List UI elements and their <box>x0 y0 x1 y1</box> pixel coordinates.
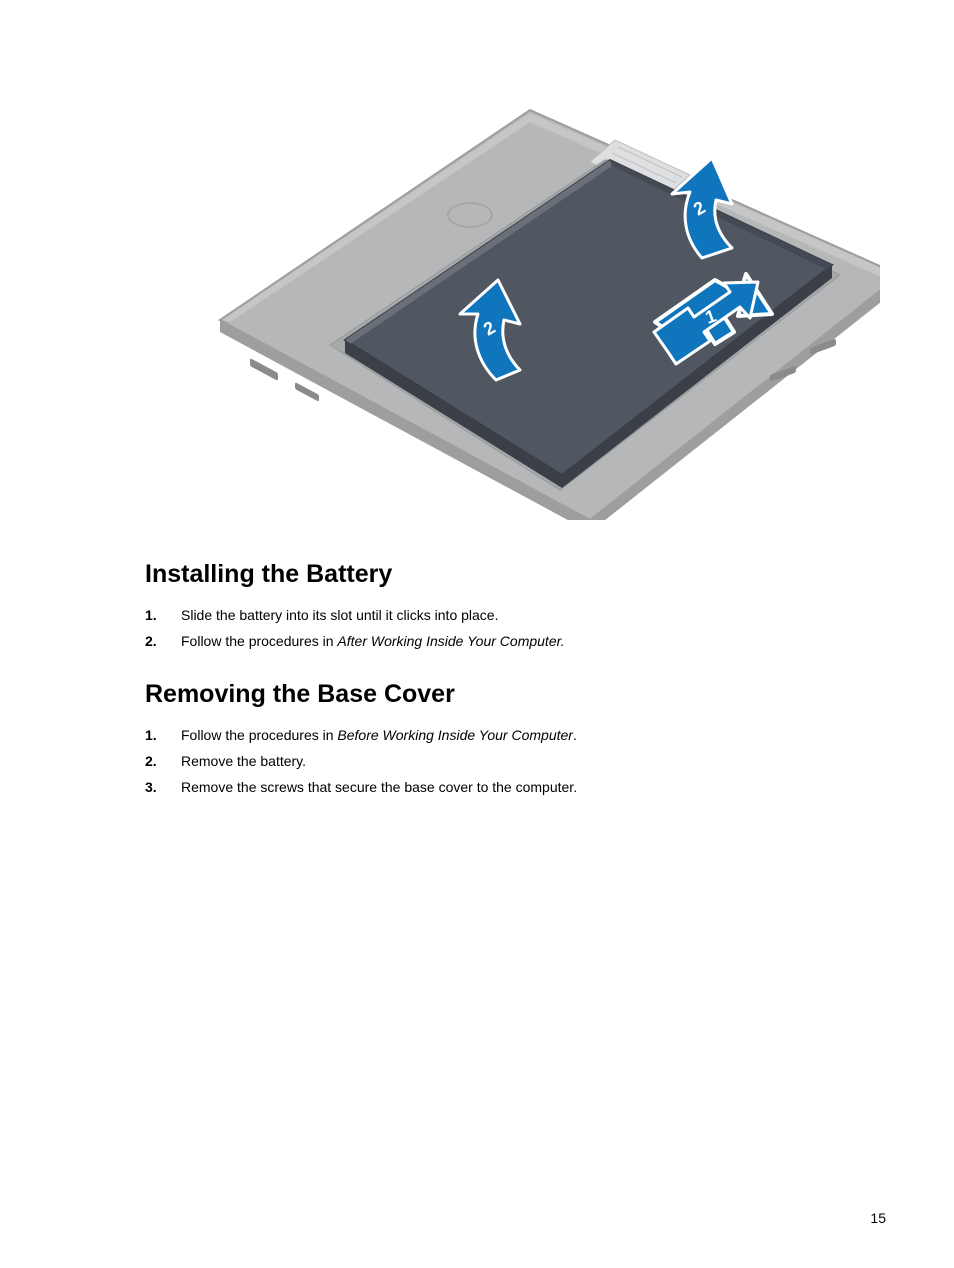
page-number: 15 <box>870 1210 886 1226</box>
section-removing-base-cover: Removing the Base Cover Follow the proce… <box>145 680 894 798</box>
step-item: Remove the battery. <box>177 751 894 773</box>
step-text: Remove the screws that secure the base c… <box>181 779 577 795</box>
step-text: Remove the battery. <box>181 753 306 769</box>
step-item: Follow the procedures in After Working I… <box>177 631 894 653</box>
step-item: Follow the procedures in Before Working … <box>177 725 894 747</box>
step-text-italic: Before Working Inside Your Computer <box>337 727 573 743</box>
step-item: Slide the battery into its slot until it… <box>177 605 894 627</box>
battery-removal-figure: 1 2 2 <box>160 100 880 520</box>
step-text: Follow the procedures in <box>181 727 337 743</box>
step-text: Slide the battery into its slot until it… <box>181 607 498 623</box>
step-text-italic: After Working Inside Your Computer. <box>337 633 564 649</box>
step-text: . <box>573 727 577 743</box>
steps-removing-base-cover: Follow the procedures in Before Working … <box>145 725 894 798</box>
step-item: Remove the screws that secure the base c… <box>177 777 894 799</box>
battery-diagram-svg: 1 2 2 <box>160 100 880 520</box>
steps-installing-battery: Slide the battery into its slot until it… <box>145 605 894 652</box>
section-installing-battery: Installing the Battery Slide the battery… <box>145 560 894 652</box>
heading-removing-base-cover: Removing the Base Cover <box>145 680 894 709</box>
document-page: 1 2 2 Installing the Battery Slide the b… <box>0 0 954 1268</box>
step-text: Follow the procedures in <box>181 633 337 649</box>
heading-installing-battery: Installing the Battery <box>145 560 894 589</box>
